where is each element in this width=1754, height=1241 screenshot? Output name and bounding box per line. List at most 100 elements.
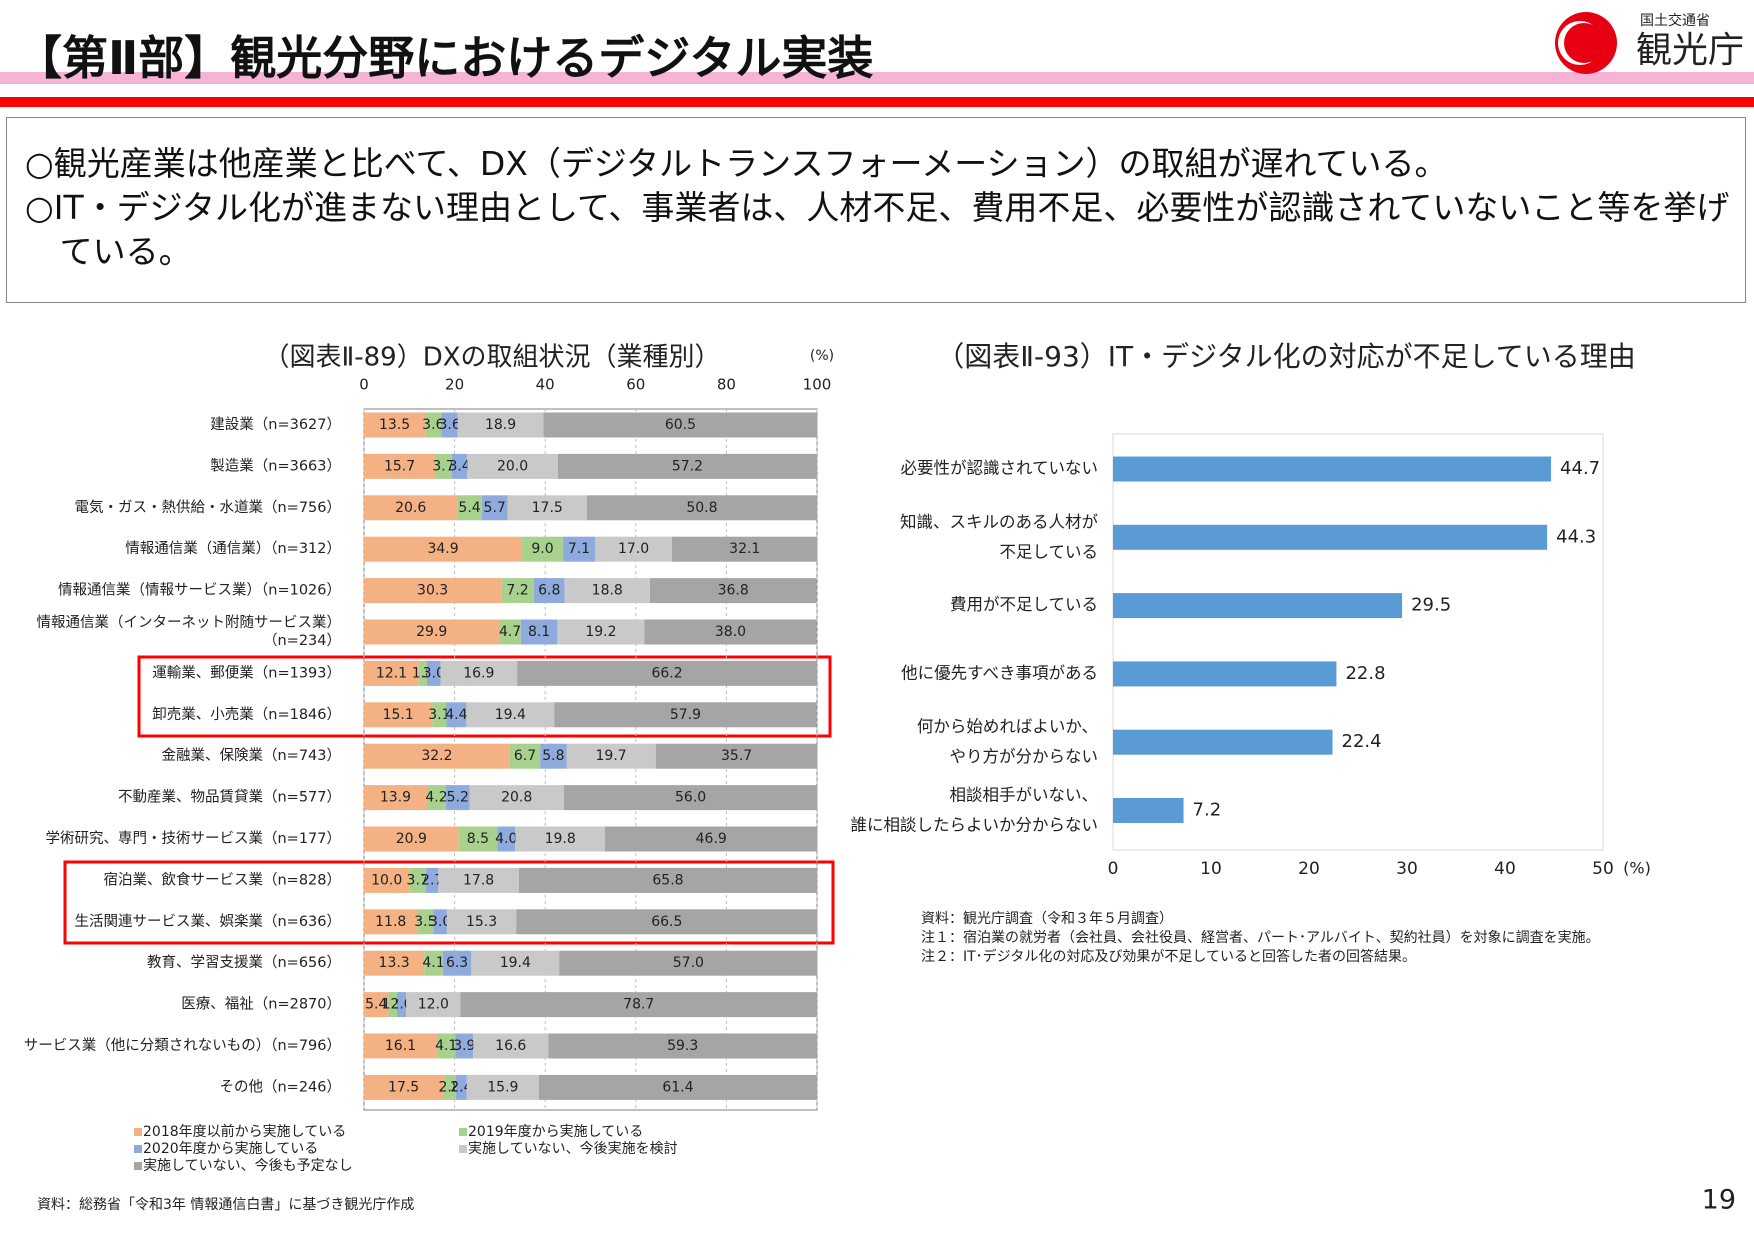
bar-segment	[543, 412, 818, 438]
category-label: 知識、スキルのある人材が不足している	[900, 512, 1099, 561]
category-label: 情報通信業（情報サービス業）（n=1026）	[58, 582, 341, 599]
bar-segment	[436, 1033, 456, 1059]
bar-segment	[644, 619, 817, 645]
category-label: サービス業（他に分類されないもの）（n=796）	[24, 1037, 341, 1054]
bar-segment	[467, 453, 558, 479]
value-label: 4.2	[425, 790, 447, 806]
value-label: 57.9	[670, 707, 701, 723]
bar-segment	[409, 867, 427, 893]
bar-segment	[557, 453, 817, 479]
bar-segment	[457, 495, 482, 521]
bar-segment	[473, 1033, 549, 1059]
bar-segment	[388, 992, 398, 1018]
value-label: 60.5	[665, 417, 696, 433]
bar-segment	[586, 495, 817, 521]
value-label: 18.9	[485, 417, 516, 433]
bar-segment	[446, 909, 517, 935]
bar	[1113, 456, 1552, 482]
x-tick-label: 20	[1298, 859, 1320, 879]
value-label: 5.4	[365, 997, 387, 1013]
bar-segment	[481, 495, 508, 521]
bar-segment	[517, 660, 817, 686]
bar-segment	[649, 578, 817, 604]
bar-segment	[457, 412, 544, 438]
axis-unit: (%)	[1623, 859, 1651, 878]
bar-segment	[364, 909, 418, 935]
category-label: 必要性が認識されていない	[900, 459, 1098, 478]
bar-segment	[515, 826, 605, 852]
bar-segment	[562, 536, 596, 562]
value-label: 5.2	[447, 790, 469, 806]
bar-segment	[433, 909, 447, 935]
bar-segment	[471, 950, 560, 976]
value-label: 4.7	[499, 624, 521, 640]
value-label: 3.0	[429, 914, 451, 930]
bar-segment	[441, 412, 458, 438]
bar-segment	[364, 867, 410, 893]
category-label: 費用が不足している	[950, 595, 1098, 614]
value-label: 5.8	[542, 748, 564, 764]
bar-segment	[557, 619, 645, 645]
value-label: 3.5	[414, 914, 436, 930]
value-label: 7.1	[568, 541, 590, 557]
summary-box: ○観光産業は他産業と比べて、DX（デジタルトランスフォーメーション）の取組が遅れ…	[6, 117, 1746, 303]
bar	[1113, 593, 1403, 619]
bar-segment	[364, 660, 419, 686]
bar-segment	[522, 536, 563, 562]
value-label: 29.9	[416, 624, 447, 640]
legend-label: 2018年度以前から実施している	[143, 1123, 346, 1140]
red-band	[0, 97, 1754, 107]
value-label: 15.7	[384, 458, 415, 474]
category-label: 情報通信業（インターネット附随サービス業）（n=234）	[37, 614, 342, 649]
bar-segment	[364, 453, 436, 479]
value-label: 22.4	[1342, 731, 1382, 752]
x-tick-label: 100	[803, 376, 832, 394]
legend-swatch	[134, 1145, 142, 1153]
chart-title: （図表Ⅱ-89）DXの取組状況（業種別）	[263, 343, 720, 373]
value-label: 4.1	[422, 955, 444, 971]
pink-band	[0, 72, 1754, 84]
value-label: 20.6	[395, 500, 426, 516]
bar-segment	[435, 453, 452, 479]
bar-segment	[364, 578, 502, 604]
bar-segment	[554, 702, 817, 728]
bar-segment	[364, 619, 500, 645]
value-label: 13.5	[379, 417, 410, 433]
chart-title: （図表Ⅱ-93）IT・デジタル化の対応が不足している理由	[936, 340, 1635, 373]
org-name: 国土交通省	[1640, 12, 1710, 29]
category-label: 運輸業、郵便業（n=1393）	[152, 664, 341, 681]
value-label: 17.8	[463, 872, 494, 888]
value-label: 15.9	[487, 1079, 518, 1095]
value-label: 2.8	[438, 1079, 460, 1095]
value-label: 4.4	[445, 707, 467, 723]
bar-segment	[418, 660, 427, 686]
x-tick-label: 10	[1200, 859, 1222, 879]
value-label: 16.1	[385, 1038, 416, 1054]
category-label: 教育、学習支援業（n=656）	[147, 954, 341, 971]
bar-segment	[397, 992, 407, 1018]
bar-segment	[440, 660, 518, 686]
bar-segment	[509, 743, 541, 769]
value-label: 3.6	[422, 417, 444, 433]
value-label: 17.5	[532, 500, 563, 516]
bar-segment	[446, 702, 467, 728]
bar	[1113, 524, 1548, 550]
value-label: 46.9	[696, 831, 727, 847]
value-label: 30.3	[417, 583, 448, 599]
value-label: 18.8	[592, 583, 623, 599]
legend-swatch	[134, 1162, 142, 1170]
legend-label: 実施していない、今後実施を検討	[468, 1141, 678, 1157]
value-label: 22.8	[1345, 663, 1385, 684]
page-title: 【第Ⅱ部】観光分野におけるデジタル実装	[16, 31, 874, 85]
bar-segment	[533, 578, 565, 604]
bar-segment	[364, 412, 426, 438]
bar-segment	[563, 785, 818, 811]
x-tick-label: 0	[1108, 859, 1119, 879]
value-label: 66.5	[651, 914, 682, 930]
bar-segment	[455, 1033, 474, 1059]
category-label: 建設業（n=3627）	[210, 416, 341, 433]
bar-segment	[364, 785, 427, 811]
value-label: 38.0	[715, 624, 746, 640]
bar-segment	[364, 1033, 437, 1059]
